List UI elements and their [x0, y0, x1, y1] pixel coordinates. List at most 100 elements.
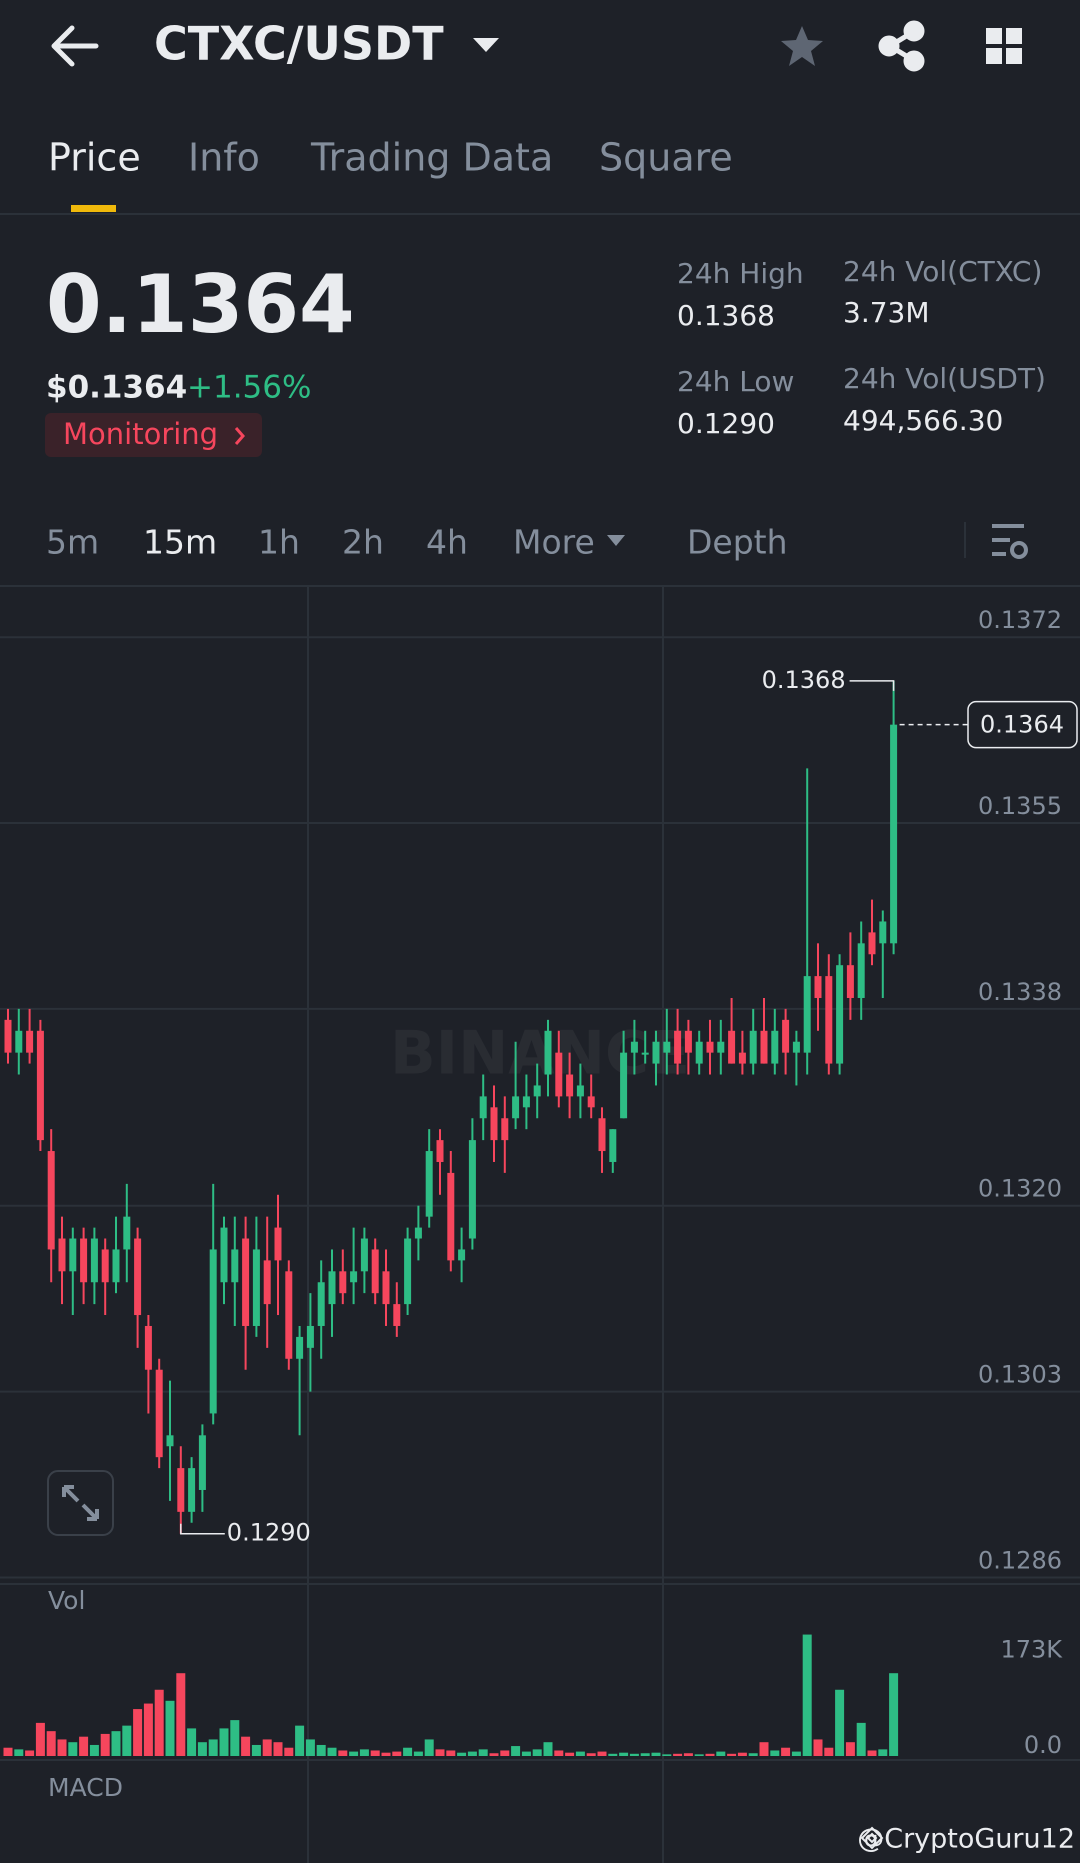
volume-bar — [57, 1739, 67, 1756]
candle-body — [177, 1468, 185, 1512]
candle-body — [188, 1468, 196, 1512]
candle-body — [641, 1052, 649, 1055]
candle-body — [468, 1140, 476, 1239]
volume-bar — [457, 1752, 467, 1756]
volume-bar — [381, 1752, 391, 1756]
volume-tick-label: 173K — [1000, 1636, 1063, 1664]
back-button[interactable] — [51, 25, 99, 67]
volume-bar — [694, 1754, 704, 1756]
chart-settings[interactable] — [992, 524, 1028, 559]
expand-icon — [62, 1485, 99, 1521]
candle-body — [371, 1249, 379, 1294]
tab[interactable]: Square — [599, 136, 733, 180]
candle-body — [803, 976, 811, 1053]
monitoring-tag[interactable] — [45, 413, 262, 457]
candle-body — [587, 1096, 595, 1108]
interval[interactable]: 1h — [258, 523, 300, 562]
candle-body — [209, 1249, 217, 1414]
candle-body — [512, 1096, 520, 1119]
grid-cell — [1006, 48, 1022, 64]
favorite-star[interactable] — [781, 26, 823, 66]
tab[interactable]: Info — [188, 136, 260, 180]
last-price: 0.1364 — [46, 258, 355, 351]
volume-bar — [781, 1747, 791, 1756]
candle-body — [274, 1227, 282, 1261]
volume-bar — [640, 1753, 650, 1756]
candle-body — [263, 1260, 271, 1305]
candle-body — [155, 1369, 163, 1458]
candle-body — [101, 1249, 109, 1283]
candle-body — [447, 1172, 455, 1261]
stat-value: 494,566.30 — [843, 404, 1003, 437]
stat-value: 0.1368 — [677, 299, 775, 332]
interval[interactable]: More — [513, 523, 595, 562]
tab[interactable]: Trading Data — [310, 136, 553, 180]
candle-body — [317, 1282, 325, 1326]
volume-bar — [241, 1736, 251, 1756]
volume-bar — [543, 1742, 553, 1756]
share-dot — [903, 50, 925, 72]
volume-bar — [532, 1749, 542, 1756]
candlestick-chart: 0.1372 0.1355 0.1338 0.1320 0.1303 0.1286 0.13… — [0, 606, 1080, 1759]
volume-bar — [521, 1751, 531, 1756]
y-tick-label: 0.1320 — [978, 1175, 1062, 1203]
candle-body — [242, 1238, 250, 1326]
candle-body — [846, 965, 854, 998]
interval[interactable]: 2h — [342, 523, 384, 562]
volume-bar — [770, 1750, 780, 1756]
expand-button[interactable] — [47, 1470, 114, 1536]
volume-bar — [813, 1739, 823, 1756]
candle-body — [339, 1271, 347, 1294]
volume-bar — [791, 1751, 801, 1756]
interval[interactable]: 15m — [143, 523, 217, 562]
candle-body — [792, 1041, 800, 1053]
candle-body — [328, 1271, 336, 1305]
volume-bar — [295, 1725, 305, 1756]
volume-bar — [35, 1722, 45, 1756]
candle-body — [630, 1041, 638, 1053]
macd-label: MACD — [48, 1773, 123, 1802]
candle-body — [609, 1129, 617, 1162]
share-button[interactable] — [878, 20, 925, 72]
candle-body — [555, 1052, 563, 1097]
volume-bar — [133, 1709, 143, 1756]
tab[interactable]: Price — [48, 136, 141, 180]
candle-body — [695, 1041, 703, 1064]
candle-body — [825, 976, 833, 1064]
volume-bar — [46, 1731, 56, 1756]
candle-body — [501, 1118, 509, 1141]
candle-body — [674, 1030, 682, 1064]
pair-dropdown[interactable] — [473, 38, 499, 52]
volume-bar — [122, 1725, 132, 1756]
pair-title[interactable]: CTXC/USDT — [154, 17, 444, 71]
volume-bar — [662, 1754, 672, 1756]
volume-bar — [673, 1753, 683, 1756]
interval[interactable]: Depth — [687, 523, 788, 562]
more-caret — [607, 535, 625, 546]
volume-bar — [500, 1750, 510, 1756]
volume-bar — [619, 1752, 629, 1756]
candle-body — [598, 1118, 606, 1152]
interval[interactable]: 5m — [46, 523, 99, 562]
stat-value: 3.73M — [843, 296, 930, 329]
candle-body — [652, 1041, 660, 1064]
candle-body — [112, 1249, 120, 1283]
candle-body — [533, 1085, 541, 1097]
candle-body — [26, 1030, 34, 1053]
candle-body — [36, 1030, 44, 1141]
candle-body — [522, 1096, 530, 1108]
volume-bar — [208, 1739, 218, 1756]
candle-body — [90, 1238, 98, 1283]
volume-bar — [403, 1747, 413, 1756]
volume-bar — [284, 1747, 294, 1756]
candle-body — [47, 1151, 55, 1250]
candle-body — [15, 1030, 23, 1053]
menu-grid[interactable] — [986, 28, 1022, 64]
volume-bar — [79, 1736, 89, 1756]
volume-bar — [413, 1751, 423, 1756]
volume-bar — [878, 1749, 888, 1756]
candle-body — [80, 1238, 88, 1283]
interval[interactable]: 4h — [426, 523, 468, 562]
volume-bar — [467, 1751, 477, 1756]
